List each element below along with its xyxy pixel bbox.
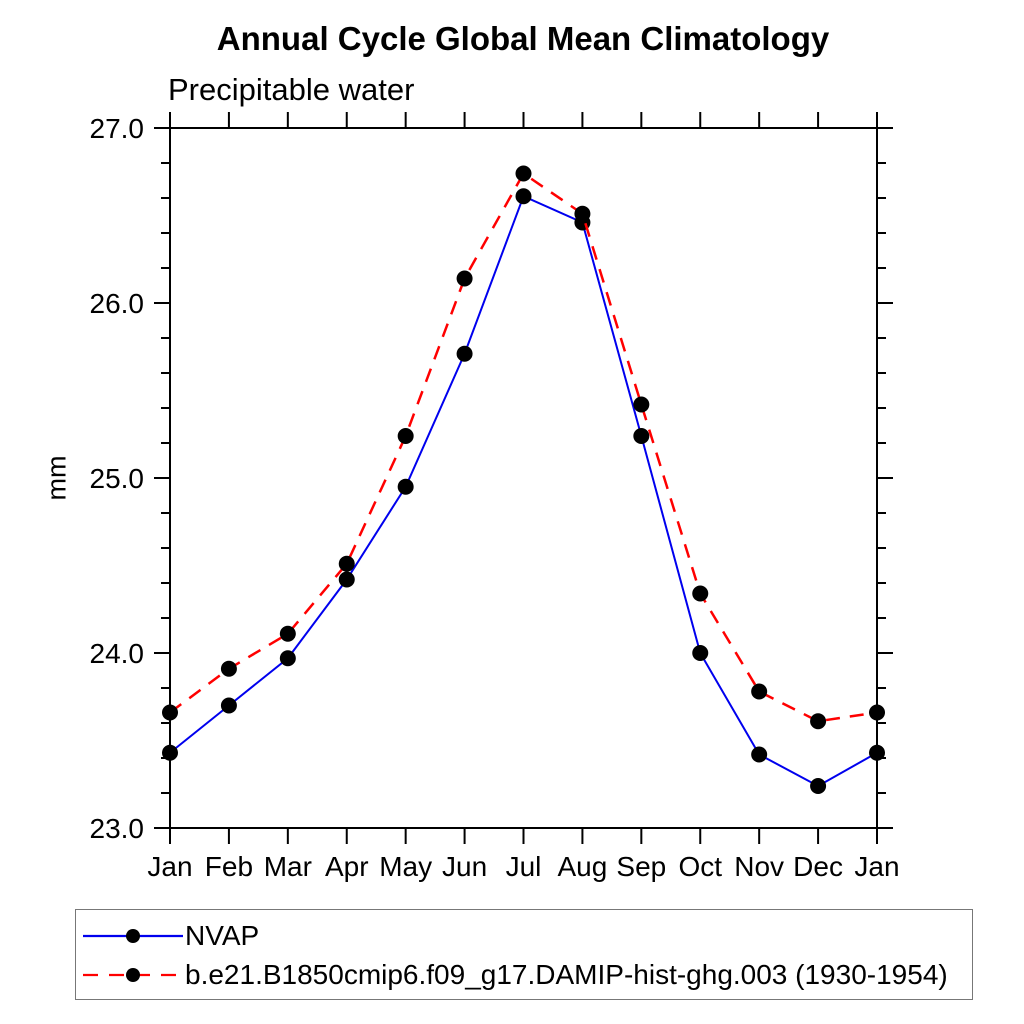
x-tick-label: Jan (854, 851, 899, 882)
series-1-marker (220, 660, 237, 677)
series-0-marker (279, 650, 296, 667)
legend-label: b.e21.B1850cmip6.f09_g17.DAMIP-hist-ghg.… (185, 958, 948, 990)
y-tick-label: 23.0 (90, 813, 145, 844)
series-1-marker (810, 713, 827, 730)
chart-title: Annual Cycle Global Mean Climatology (216, 20, 830, 57)
x-tick-label: May (379, 851, 432, 882)
x-tick-label: Dec (793, 851, 843, 882)
legend-marker-dot (126, 928, 140, 943)
series-1-marker (751, 683, 768, 700)
legend: NVAP b.e21.B1850cmip6.f09_g17.DAMIP-hist-… (75, 909, 973, 1000)
series-0-marker (692, 645, 709, 661)
x-tick-label: Jun (442, 851, 487, 882)
series-0-marker (220, 697, 237, 714)
series-1-marker (279, 625, 296, 642)
y-tick-label: 25.0 (90, 463, 145, 494)
series-1-marker (515, 165, 532, 182)
legend-line-sample (83, 928, 183, 943)
x-tick-label: Sep (616, 851, 666, 882)
x-tick-label: Apr (325, 851, 369, 882)
x-tick-label: Jul (506, 851, 542, 882)
x-tick-label: Jan (147, 851, 192, 882)
series-0-marker (751, 746, 768, 763)
legend-row: b.e21.B1850cmip6.f09_g17.DAMIP-hist-ghg.… (82, 955, 972, 994)
series-1-marker (633, 396, 650, 413)
x-tick-label: Aug (558, 851, 608, 882)
series-0-marker (397, 478, 414, 495)
series-1-marker (397, 428, 414, 444)
series-1-marker (574, 205, 591, 222)
y-tick-label: 24.0 (90, 638, 145, 669)
legend-row: NVAP (82, 916, 972, 955)
series-line-1 (169, 171, 878, 723)
series-0-marker (162, 744, 178, 761)
series-0-marker (515, 188, 532, 205)
series-1-marker (162, 704, 178, 721)
x-tick-label: Feb (205, 851, 253, 882)
series-1-marker (456, 270, 473, 287)
y-tick-label: 27.0 (90, 113, 145, 144)
legend-label: NVAP (185, 919, 260, 951)
x-tick-label: Mar (264, 851, 312, 882)
series-1-marker (338, 555, 355, 572)
x-tick-label: Oct (678, 851, 722, 882)
series-0-marker (338, 571, 355, 588)
y-tick-label: 26.0 (90, 288, 145, 319)
series-1-marker (692, 585, 709, 602)
chart-subtitle: Precipitable water (168, 72, 415, 107)
plot-frame (169, 127, 878, 829)
series-0-marker (810, 778, 827, 794)
legend-line-sample (83, 967, 183, 982)
legend-marker-dot (126, 967, 140, 982)
series-0-marker (869, 744, 885, 761)
x-tick-label: Nov (734, 851, 784, 882)
series-0-marker (456, 345, 473, 362)
series-1-marker (869, 704, 885, 721)
series-0-marker (633, 428, 650, 444)
